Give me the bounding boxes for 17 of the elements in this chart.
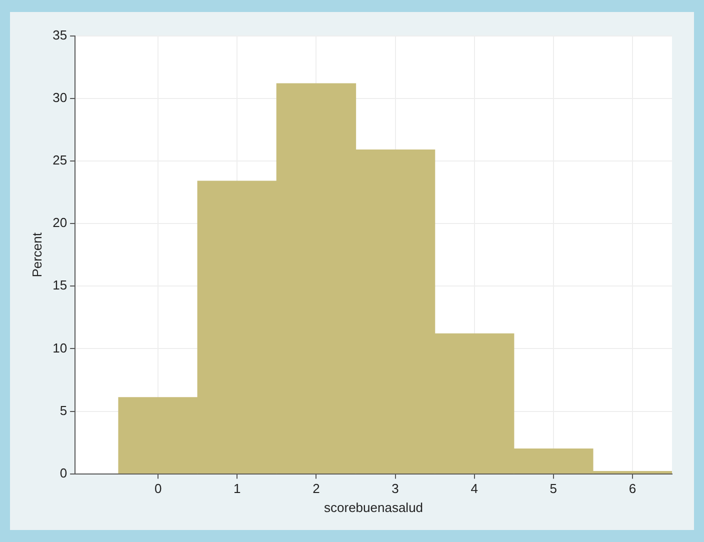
y-tick-label: 15 bbox=[52, 278, 68, 293]
x-tick-label: 1 bbox=[234, 481, 241, 496]
y-tick-label: 35 bbox=[52, 28, 68, 43]
y-tick-label: 10 bbox=[52, 340, 68, 356]
x-tick-label: 2 bbox=[312, 481, 320, 496]
x-tick-label: 3 bbox=[392, 481, 399, 496]
y-tick-label: 0 bbox=[60, 465, 68, 480]
x-tick-label: 4 bbox=[470, 481, 478, 496]
y-tick-label: 25 bbox=[52, 152, 68, 168]
x-tick-label: 0 bbox=[154, 481, 162, 496]
y-axis-title: Percent bbox=[29, 232, 44, 278]
x-axis-title: scorebuenasalud bbox=[324, 500, 424, 515]
x-tick-label: 6 bbox=[628, 481, 636, 496]
y-tick-label: 30 bbox=[52, 90, 68, 106]
y-tick-label: 5 bbox=[60, 402, 68, 418]
x-tick-label: 5 bbox=[550, 481, 558, 496]
y-tick-label: 20 bbox=[52, 215, 68, 230]
